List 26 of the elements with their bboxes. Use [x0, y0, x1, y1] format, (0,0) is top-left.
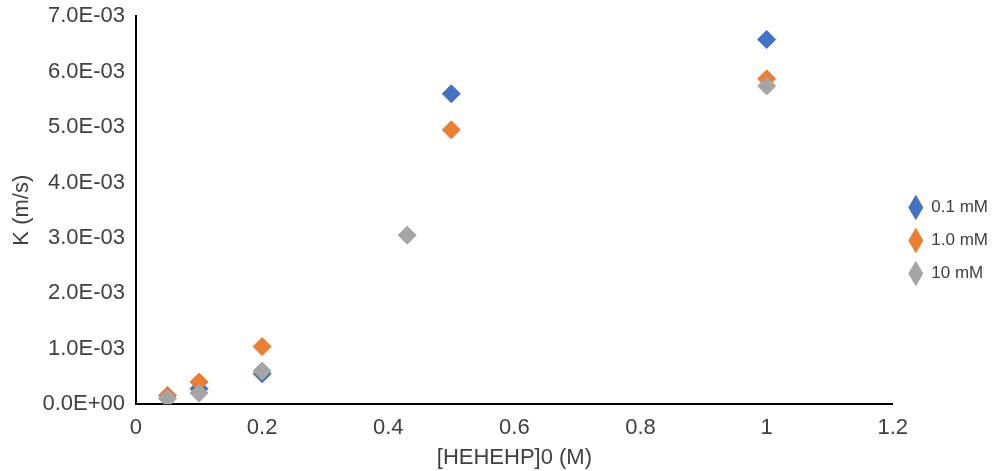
y-tick-label: 1.0E-03	[47, 334, 125, 360]
point	[397, 225, 417, 245]
y-tick-label: 5.0E-03	[47, 113, 125, 139]
point	[441, 84, 461, 104]
x-tick-label: 0.8	[625, 414, 656, 440]
y-tick-label: 7.0E-03	[47, 2, 125, 28]
x-tick-label: 0	[129, 414, 143, 440]
legend-label: 10 mM	[931, 263, 984, 283]
point	[757, 29, 777, 49]
x-tick-label: 0.4	[372, 414, 404, 440]
y-tick-label: 3.0E-03	[47, 223, 125, 249]
legend-label: 0.1 mM	[931, 197, 989, 217]
y-axis-title: K (m/s)	[8, 174, 34, 246]
x-tick-label: 0.6	[499, 414, 530, 440]
legend-label: 1.0 mM	[931, 230, 989, 250]
point	[252, 337, 272, 357]
y-tick-label: 6.0E-03	[47, 57, 125, 83]
x-tick-label: 0.2	[246, 414, 278, 440]
x-axis-title: [HEHEHP]0 (M)	[436, 443, 593, 469]
y-tick-label: 4.0E-03	[47, 168, 125, 194]
point	[757, 76, 777, 96]
point	[441, 120, 461, 140]
x-tick-label: 1	[760, 414, 773, 440]
y-tick-label: 0.0E+00	[42, 390, 125, 416]
y-tick-label: 2.0E-03	[47, 279, 125, 305]
x-tick-label: 1.2	[877, 414, 909, 440]
